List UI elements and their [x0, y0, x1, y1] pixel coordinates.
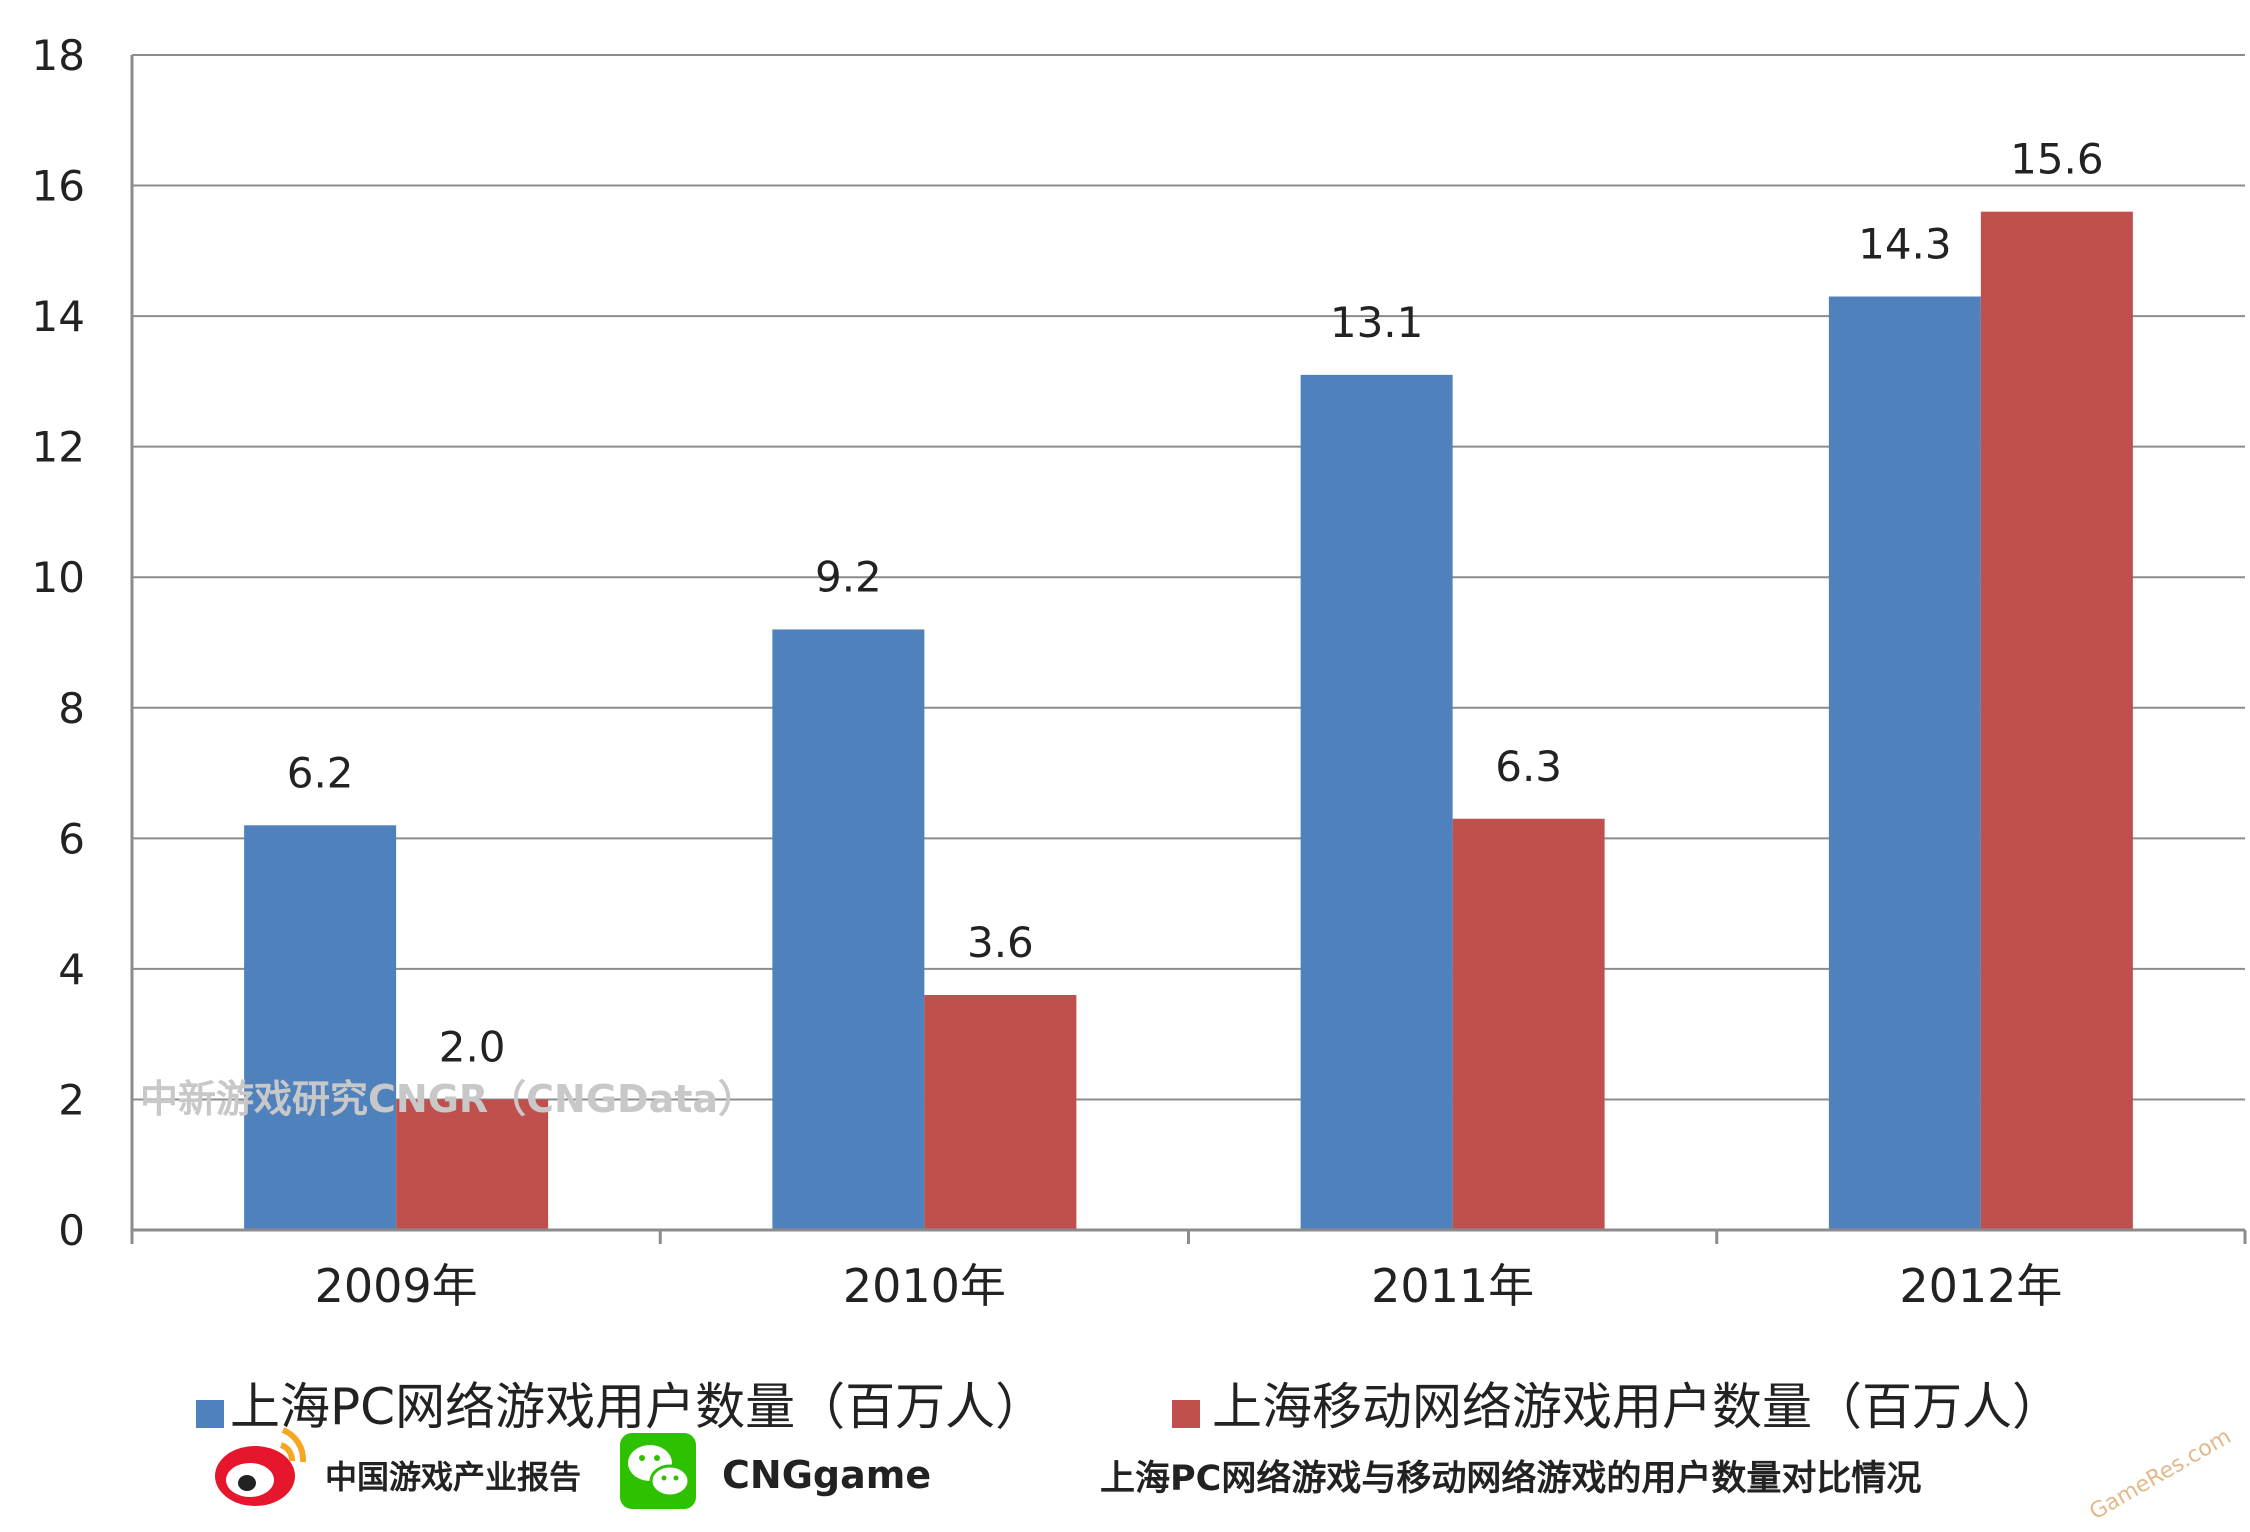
- bar-series1-0: [396, 1099, 549, 1230]
- legend: 上海PC网络游戏用户数量（百万人） 上海移动网络游戏用户数量（百万人）: [196, 1378, 2062, 1436]
- data-label: 13.1: [1330, 298, 1424, 347]
- bar-series0-2: [1300, 374, 1453, 1231]
- weibo-label: 中国游戏产业报告: [325, 1458, 581, 1496]
- data-label: 9.2: [815, 552, 882, 601]
- y-tick-label: 12: [32, 423, 85, 472]
- data-label: 6.2: [287, 748, 354, 797]
- bar-series0-0: [244, 825, 397, 1230]
- y-tick-label: 8: [58, 684, 85, 733]
- wechat-label: CNGgame: [722, 1453, 931, 1497]
- bar-series1-3: [1980, 211, 2133, 1230]
- y-tick-label: 6: [58, 814, 85, 863]
- grid-lines: [132, 54, 2245, 1101]
- x-tick-marks: [130, 1230, 2247, 1244]
- data-labels: 6.2 2.0 9.2 3.6 13.1 6.3 14.3 15.6: [287, 135, 2104, 1072]
- bars-group: [244, 211, 2133, 1231]
- y-tick-label: 0: [58, 1206, 85, 1255]
- bar-series0-1: [772, 629, 925, 1230]
- x-category-label: 2010年: [843, 1259, 1006, 1313]
- weibo-icon: [215, 1427, 307, 1506]
- corner-watermark: GameRes.com: [2086, 1424, 2236, 1525]
- data-label: 14.3: [1858, 220, 1952, 269]
- legend-swatch-mobile: [1172, 1400, 1200, 1428]
- data-label: 15.6: [2010, 135, 2104, 184]
- data-label: 2.0: [439, 1022, 506, 1071]
- y-tick-label: 14: [32, 292, 85, 341]
- y-tick-label: 2: [58, 1075, 85, 1124]
- y-tick-label: 4: [58, 945, 85, 994]
- y-tick-labels: 0 2 4 6 8 10 12 14 16 18: [32, 31, 85, 1255]
- legend-label-pc: 上海PC网络游戏用户数量（百万人）: [230, 1378, 1045, 1436]
- watermark-text: 中新游戏研究CNGR（CNGData）: [140, 1077, 756, 1121]
- y-tick-label: 18: [32, 31, 85, 80]
- x-category-labels: 2009年 2010年 2011年 2012年: [315, 1259, 2063, 1313]
- legend-swatch-pc: [196, 1400, 224, 1428]
- chart-caption: 上海PC网络游戏与移动网络游戏的用户数量对比情况: [1100, 1458, 1921, 1499]
- y-tick-label: 10: [32, 553, 85, 602]
- bar-series1-2: [1452, 818, 1605, 1230]
- wechat-icon: [620, 1433, 696, 1509]
- x-category-label: 2012年: [1899, 1259, 2062, 1313]
- y-tick-label: 16: [32, 162, 85, 211]
- bar-series1-1: [924, 995, 1077, 1230]
- data-label: 6.3: [1495, 742, 1562, 791]
- bar-series0-3: [1828, 296, 1981, 1230]
- footer: 中国游戏产业报告 CNGgame 上海PC网络游戏与移动网络游戏的用户数量对比情…: [215, 1427, 1921, 1509]
- x-category-label: 2009年: [315, 1259, 478, 1313]
- legend-label-mobile: 上海移动网络游戏用户数量（百万人）: [1212, 1378, 2062, 1436]
- data-label: 3.6: [967, 918, 1034, 967]
- x-category-label: 2011年: [1371, 1259, 1534, 1313]
